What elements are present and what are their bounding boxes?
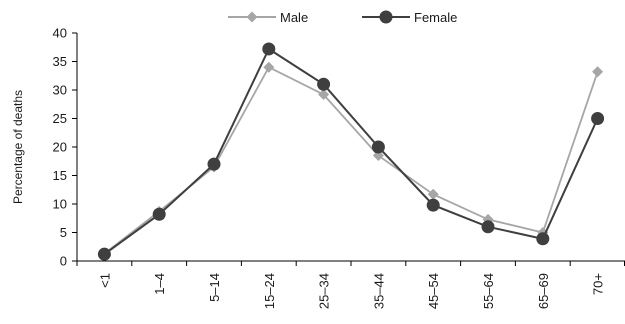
series-layer — [97, 42, 605, 261]
data-point-female — [262, 42, 276, 56]
legend: Male Female — [228, 10, 457, 25]
data-point-male — [427, 188, 439, 200]
x-tick-label: 35–44 — [371, 273, 386, 309]
series-male — [98, 61, 604, 260]
data-point-male — [318, 89, 330, 101]
data-point-male — [592, 66, 604, 78]
legend-marker-male — [246, 11, 258, 23]
x-tick-label: 55–64 — [481, 273, 496, 309]
y-tick-label: 35 — [53, 54, 67, 69]
data-point-female — [207, 157, 221, 171]
legend-marker-female — [379, 10, 393, 24]
data-point-female — [317, 77, 331, 91]
x-tick-label: 5–14 — [207, 273, 222, 302]
legend-label-male: Male — [280, 10, 308, 25]
data-point-female — [536, 232, 550, 246]
series-line-male — [103, 66, 599, 255]
y-axis: 0 5 10 15 20 25 30 35 40 — [53, 26, 78, 269]
x-tick-label: 70+ — [591, 273, 606, 295]
x-tick-label: 45–54 — [426, 273, 441, 309]
legend-item-female: Female — [362, 10, 457, 25]
data-point-male — [263, 61, 275, 73]
legend-label-female: Female — [414, 10, 457, 25]
data-point-female — [426, 198, 440, 212]
y-tick-label: 20 — [53, 140, 67, 155]
y-tick-label: 0 — [60, 254, 67, 269]
y-tick-label: 30 — [53, 83, 67, 98]
data-point-female — [371, 140, 385, 154]
y-tick-label: 25 — [53, 111, 67, 126]
y-tick-label: 5 — [60, 225, 67, 240]
x-tick-label: 15–24 — [262, 273, 277, 309]
x-tick-label: 65–69 — [536, 273, 551, 309]
y-tick-label: 40 — [53, 26, 67, 41]
legend-item-male: Male — [228, 10, 308, 25]
y-axis-title: Percentage of deaths — [11, 90, 25, 204]
series-female — [97, 42, 605, 261]
series-line-female — [103, 47, 599, 256]
data-point-female — [152, 207, 166, 221]
data-point-female — [97, 247, 111, 261]
x-tick-label: 1–4 — [152, 273, 167, 295]
x-axis: <1 1–4 5–14 15–24 25–34 35–44 45–54 55–64 65–69 7… — [76, 260, 625, 309]
y-tick-label: 15 — [53, 168, 67, 183]
y-tick-label: 10 — [53, 197, 67, 212]
x-tick-label: 25–34 — [317, 273, 332, 309]
data-point-female — [481, 220, 495, 234]
x-tick-label: <1 — [97, 273, 112, 288]
data-point-female — [591, 112, 605, 125]
